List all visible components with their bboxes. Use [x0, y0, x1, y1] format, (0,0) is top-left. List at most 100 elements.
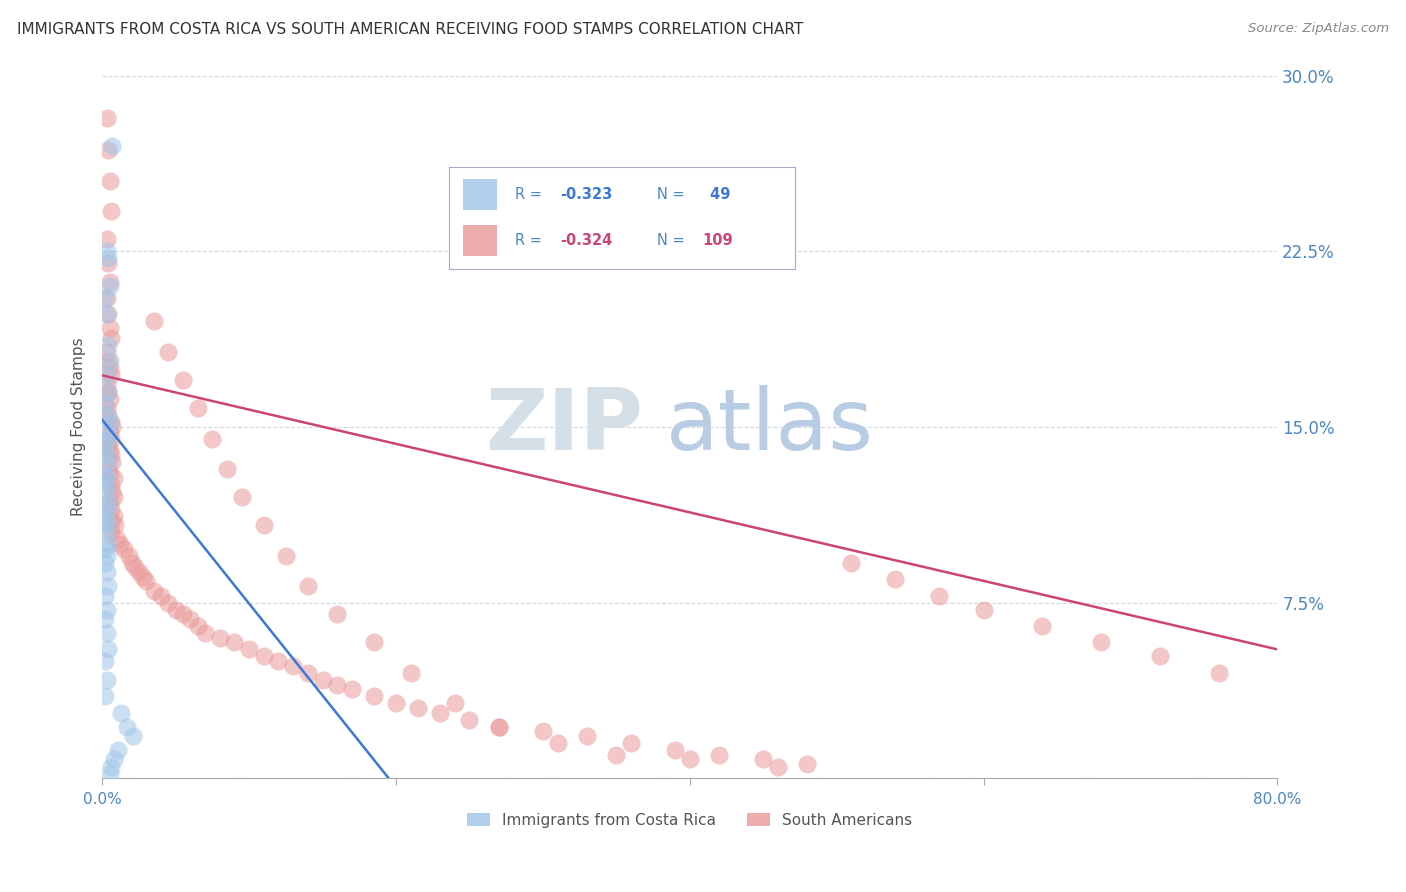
Point	[100, 525, 122, 540]
Point	[605, 747, 627, 762]
Point	[100, 415, 122, 429]
Point	[94, 508, 117, 523]
Point	[385, 696, 408, 710]
Point	[142, 583, 165, 598]
Point	[96, 432, 118, 446]
Point	[884, 572, 907, 586]
Point	[97, 354, 120, 368]
Point	[620, 736, 643, 750]
Point	[107, 743, 129, 757]
Point	[98, 425, 121, 439]
Point	[97, 338, 120, 352]
Point	[443, 696, 465, 710]
Point	[96, 565, 118, 579]
Point	[363, 690, 385, 704]
Point	[224, 635, 246, 649]
Point	[103, 508, 125, 523]
Point	[231, 490, 253, 504]
Point	[406, 701, 429, 715]
Point	[96, 377, 118, 392]
Point	[122, 729, 145, 743]
Point	[253, 649, 276, 664]
Point	[1090, 635, 1112, 649]
Point	[96, 501, 118, 516]
Point	[98, 392, 121, 406]
Point	[96, 626, 118, 640]
Point	[97, 642, 120, 657]
Point	[340, 682, 363, 697]
Point	[796, 757, 818, 772]
Point	[98, 275, 121, 289]
Point	[96, 514, 118, 528]
Text: IMMIGRANTS FROM COSTA RICA VS SOUTH AMERICAN RECEIVING FOOD STAMPS CORRELATION C: IMMIGRANTS FROM COSTA RICA VS SOUTH AMER…	[17, 22, 803, 37]
Point	[172, 373, 194, 387]
Point	[97, 439, 120, 453]
Point	[100, 759, 122, 773]
Point	[96, 401, 118, 416]
Point	[94, 589, 117, 603]
Point	[399, 665, 422, 680]
Point	[97, 462, 120, 476]
Point	[664, 743, 686, 757]
Point	[1208, 665, 1230, 680]
Point	[142, 314, 165, 328]
Point	[973, 602, 995, 616]
Point	[96, 549, 118, 563]
Point	[283, 658, 305, 673]
Point	[115, 720, 138, 734]
Point	[100, 432, 122, 446]
Point	[575, 729, 598, 743]
Point	[101, 138, 124, 153]
Point	[97, 251, 120, 265]
Point	[297, 665, 319, 680]
Point	[326, 607, 349, 622]
Point	[297, 579, 319, 593]
Point	[94, 556, 117, 570]
Point	[98, 415, 121, 429]
Point	[839, 556, 862, 570]
Point	[97, 384, 120, 399]
Point	[100, 368, 122, 383]
Point	[194, 626, 217, 640]
Point	[104, 518, 127, 533]
Point	[94, 467, 117, 481]
Point	[94, 612, 117, 626]
Point	[96, 291, 118, 305]
Point	[179, 612, 201, 626]
Point	[96, 448, 118, 462]
Point	[103, 471, 125, 485]
Point	[96, 345, 118, 359]
Point	[96, 602, 118, 616]
Point	[97, 384, 120, 399]
Point	[157, 596, 180, 610]
Point	[98, 495, 121, 509]
Point	[238, 642, 260, 657]
Point	[928, 589, 950, 603]
Point	[458, 713, 481, 727]
Point	[96, 232, 118, 246]
Point	[707, 747, 730, 762]
Point	[547, 736, 569, 750]
Point	[118, 549, 141, 563]
Point	[311, 673, 333, 687]
Point	[267, 654, 290, 668]
Point	[98, 321, 121, 335]
Point	[97, 455, 120, 469]
Point	[96, 471, 118, 485]
Point	[326, 677, 349, 691]
Y-axis label: Receiving Food Stamps: Receiving Food Stamps	[72, 337, 86, 516]
Point	[101, 420, 124, 434]
Point	[94, 654, 117, 668]
Point	[363, 635, 385, 649]
Point	[274, 549, 297, 563]
Point	[149, 589, 172, 603]
Point	[201, 432, 224, 446]
Point	[766, 759, 789, 773]
Legend: Immigrants from Costa Rica, South Americans: Immigrants from Costa Rica, South Americ…	[461, 806, 918, 834]
Point	[97, 579, 120, 593]
Point	[128, 565, 150, 579]
Text: Source: ZipAtlas.com: Source: ZipAtlas.com	[1249, 22, 1389, 36]
Point	[98, 766, 121, 780]
Point	[97, 425, 120, 439]
Point	[101, 455, 124, 469]
